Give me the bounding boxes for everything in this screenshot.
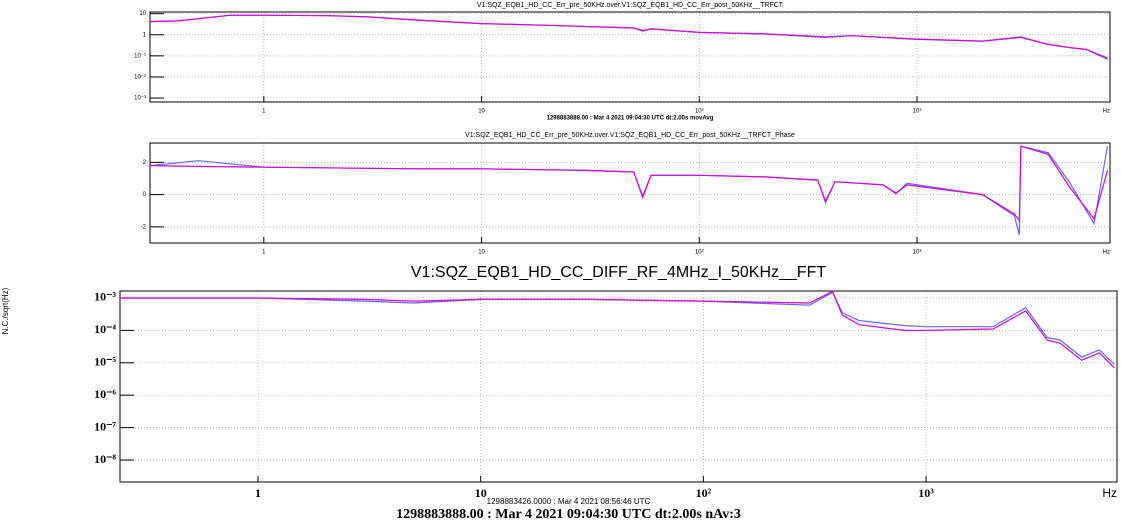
y-tick-label: 10⁻²	[134, 75, 146, 81]
y-tick-label: 10⁻³	[94, 290, 116, 304]
y-tick-label: 10⁻⁷	[94, 419, 116, 433]
x-tick-label: 1	[262, 250, 266, 256]
x-axis-label: Hz	[1103, 109, 1110, 115]
plot-frame	[119, 290, 1118, 483]
y-tick-label: -2	[141, 224, 147, 230]
chart-title: V1:SQZ_EQB1_HD_CC_Err_pre_50KHz.over.V1:…	[477, 2, 784, 9]
chart: V1:SQZ_EQB1_HD_CC_Err_pre_50KHz.over.V1:…	[134, 2, 1111, 122]
chart-title: V1:SQZ_EQB1_HD_CC_Err_pre_50KHz.over.V1:…	[465, 132, 795, 139]
x-tick-label: 10³	[913, 109, 922, 115]
x-tick-label: 10³	[913, 250, 922, 256]
plot-frame	[149, 142, 1111, 244]
x-tick-label: 10²	[695, 109, 704, 115]
y-tick-label: 10	[139, 11, 146, 17]
y-tick-label: 10⁻¹	[134, 53, 146, 59]
data-line	[149, 14, 1108, 59]
plot-frame	[149, 11, 1111, 103]
y-tick-label: 0	[143, 192, 147, 198]
data-line	[120, 291, 1115, 365]
y-axis-label: N.C./sqrt(Hz)	[1, 287, 10, 334]
data-line	[120, 290, 1115, 369]
y-tick-label: 1	[143, 32, 147, 38]
chart: V1:SQZ_EQB1_HD_CC_DIFF_RF_4MHz_I_50KHz__…	[1, 264, 1118, 522]
x-axis-label: Hz	[1102, 486, 1117, 500]
data-line	[149, 14, 1108, 60]
x-axis-label: Hz	[1103, 250, 1110, 256]
x-tick-label: 1	[262, 109, 266, 115]
x-tick-label: 10	[475, 486, 487, 500]
chart-title: V1:SQZ_EQB1_HD_CC_DIFF_RF_4MHz_I_50KHz__…	[411, 264, 826, 281]
subtitle: 1298883426.0000 : Mar 4 2021 08:56:46 UT…	[487, 497, 651, 506]
data-line	[149, 145, 1109, 223]
chart: V1:SQZ_EQB1_HD_CC_Err_pre_50KHz.over.V1:…	[141, 132, 1111, 256]
x-tick-label: 10²	[696, 486, 712, 500]
y-tick-label: 10⁻⁶	[94, 387, 116, 401]
x-tick-label: 10	[478, 109, 485, 115]
x-tick-label: 10²	[695, 250, 704, 256]
y-tick-label: 10⁻⁴	[94, 322, 116, 336]
y-tick-label: 10⁻⁵	[94, 355, 116, 369]
y-tick-label: 10⁻⁸	[94, 452, 116, 466]
x-tick-label: 1	[255, 486, 261, 500]
x-tick-label: 10	[478, 250, 485, 256]
data-line	[149, 145, 1109, 236]
footer: 1298883888.00 : Mar 4 2021 09:04:30 UTC …	[396, 507, 741, 522]
y-tick-label: 10⁻³	[134, 96, 146, 102]
x-tick-label: 10³	[918, 486, 934, 500]
subtitle: 1298883888.00 : Mar 4 2021 09:04:30 UTC …	[547, 116, 714, 122]
y-tick-label: 2	[143, 160, 147, 166]
